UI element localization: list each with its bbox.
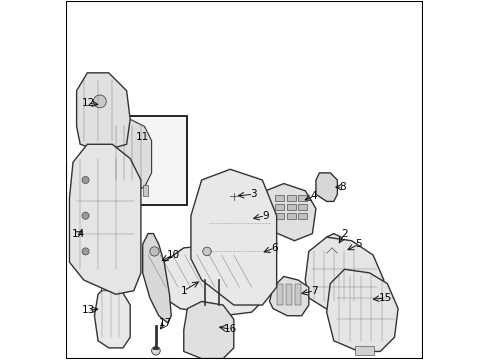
Bar [298,195,307,202]
Circle shape [203,247,211,256]
Circle shape [82,212,89,219]
FancyBboxPatch shape [100,116,187,205]
Polygon shape [305,237,383,319]
Text: 17: 17 [158,318,171,328]
Polygon shape [262,184,315,241]
Text: 11: 11 [136,132,149,142]
Bar [274,213,283,219]
Text: 14: 14 [72,229,85,239]
Bar [230,241,241,249]
Circle shape [151,346,160,355]
Bar [142,185,148,196]
Text: 12: 12 [81,98,95,108]
Bar [259,255,270,264]
Bar [285,284,291,305]
Polygon shape [159,244,269,316]
Polygon shape [77,73,130,152]
Bar [298,213,307,219]
Bar [244,255,255,264]
Bar [230,255,241,264]
Circle shape [82,248,89,255]
Polygon shape [315,173,337,202]
Text: 1: 1 [180,286,187,296]
Bar [259,241,270,249]
Polygon shape [223,226,276,280]
Bar [244,241,255,249]
Text: 6: 6 [271,243,278,253]
Bar [274,204,283,210]
Polygon shape [142,234,171,323]
Bar [298,204,307,210]
Polygon shape [190,169,276,305]
Text: 8: 8 [339,182,346,192]
Bar [274,195,283,202]
Bar [118,185,123,196]
Polygon shape [326,269,397,351]
Text: 9: 9 [262,211,268,221]
Bar [130,185,135,196]
Text: 10: 10 [166,250,179,260]
Circle shape [227,190,240,203]
Polygon shape [112,119,151,191]
Polygon shape [323,234,344,269]
Text: 4: 4 [310,191,317,201]
Text: 16: 16 [224,324,237,334]
Bar [276,284,283,305]
Circle shape [82,176,89,184]
Polygon shape [69,144,141,294]
Circle shape [149,247,159,256]
Bar [286,195,295,202]
Polygon shape [102,280,121,291]
Bar [286,213,295,219]
Text: 5: 5 [355,239,362,249]
Text: 15: 15 [378,293,391,303]
Text: 2: 2 [341,229,347,239]
Text: 7: 7 [310,286,317,296]
Text: 13: 13 [81,305,95,315]
Circle shape [93,95,106,108]
Polygon shape [269,276,308,316]
Polygon shape [183,301,233,359]
Bar [294,284,300,305]
Polygon shape [94,284,130,348]
Text: 3: 3 [249,189,256,199]
Bar [354,346,373,355]
Bar [286,204,295,210]
